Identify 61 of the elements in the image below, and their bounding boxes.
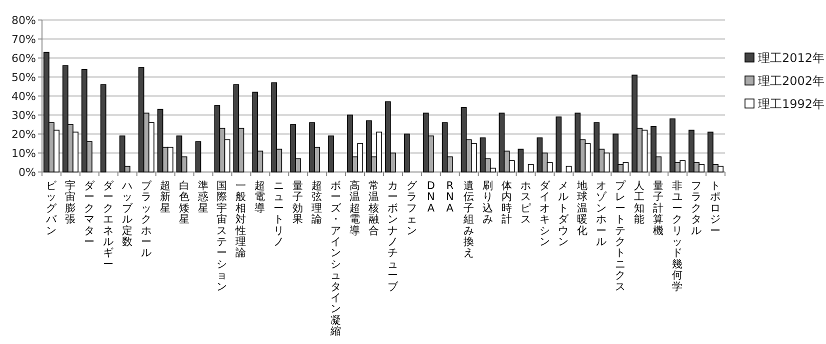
x-tick-label: 高温超電導 [350, 179, 361, 237]
x-tick-label: フラクタル [691, 180, 702, 237]
category-label: カーボンナノチューブ [387, 180, 398, 293]
bar [347, 114, 353, 172]
x-tick-label: 白色矮星 [178, 180, 190, 226]
x-tick-label: 超弦理論 [312, 180, 323, 226]
x-tick-label: 体内時計 [501, 180, 512, 226]
legend-label: 理工1992年 [758, 97, 825, 111]
legend-label: 理工2012年 [758, 51, 825, 65]
bar [518, 148, 524, 172]
x-tick-label: 超新星 [160, 180, 171, 214]
bar [366, 120, 372, 172]
bar [404, 134, 410, 172]
y-tick-label: 10% [12, 147, 36, 160]
bar [528, 164, 534, 172]
x-tick-label: 一般相対性理論 [234, 180, 247, 260]
legend-label: 理工2002年 [758, 74, 825, 88]
category-label: プレートテクトニクス [615, 180, 626, 293]
x-tick-label: DNA [426, 180, 436, 214]
y-tick-label: 80% [12, 14, 36, 27]
x-tick-label: 宇宙膨張 [64, 179, 76, 226]
x-tick-label: 人工知能 [634, 180, 646, 226]
bar [328, 136, 334, 172]
bar [556, 116, 562, 172]
bar [157, 108, 164, 172]
x-tick-label: 遺伝子組み換え [462, 180, 474, 260]
category-label: 国際宇宙ステーション [216, 180, 228, 293]
x-tick-label: 量子効果 [292, 180, 304, 226]
x-tick-label: 常温核融合 [368, 179, 380, 237]
bar [100, 84, 106, 172]
x-tick-label: ダイオキシン [539, 180, 552, 248]
x-tick-label: ダークマター [84, 180, 96, 248]
x-tick-label: ダークエネルギー [102, 180, 115, 270]
x-tick-label: ブラックホール [140, 179, 153, 260]
y-tick-label: 50% [12, 71, 36, 84]
y-tick-label: 40% [12, 90, 36, 103]
x-tick-label: ホスピス [520, 180, 532, 226]
x-tick-label: 刷り込み [482, 180, 494, 226]
x-tick-label: ビッグバン [44, 180, 58, 237]
x-tick-label: ハッブル定数 [120, 180, 134, 248]
category-label: ボーズ・アインシュタイン凝縮 [330, 180, 342, 338]
category-label: 非ユークリッド幾何学 [672, 180, 684, 293]
y-tick-label: 60% [12, 52, 36, 65]
x-tick-label: RNA [446, 180, 454, 214]
x-tick-label: 地球温暖化 [576, 179, 588, 237]
bar [670, 118, 676, 172]
x-tick-label: 超電導 [254, 180, 266, 214]
y-tick-label: 70% [12, 33, 36, 46]
x-tick-label: オゾンホール [596, 180, 608, 248]
x-tick-label: ニュートリノ [274, 180, 285, 248]
x-tick-label: メルトダウン [558, 180, 570, 248]
bar [566, 166, 572, 172]
x-tick-label: グラフェン [406, 180, 418, 237]
y-tick-label: 30% [12, 109, 36, 122]
x-tick-label: 量子計算機 [653, 180, 664, 237]
bar [195, 141, 202, 172]
bar [612, 134, 619, 172]
y-tick-label: 20% [12, 128, 36, 141]
x-tick-label: 準惑星 [196, 180, 209, 214]
y-tick-label: 0% [18, 166, 36, 179]
x-tick-label: トポロジー [710, 180, 722, 237]
